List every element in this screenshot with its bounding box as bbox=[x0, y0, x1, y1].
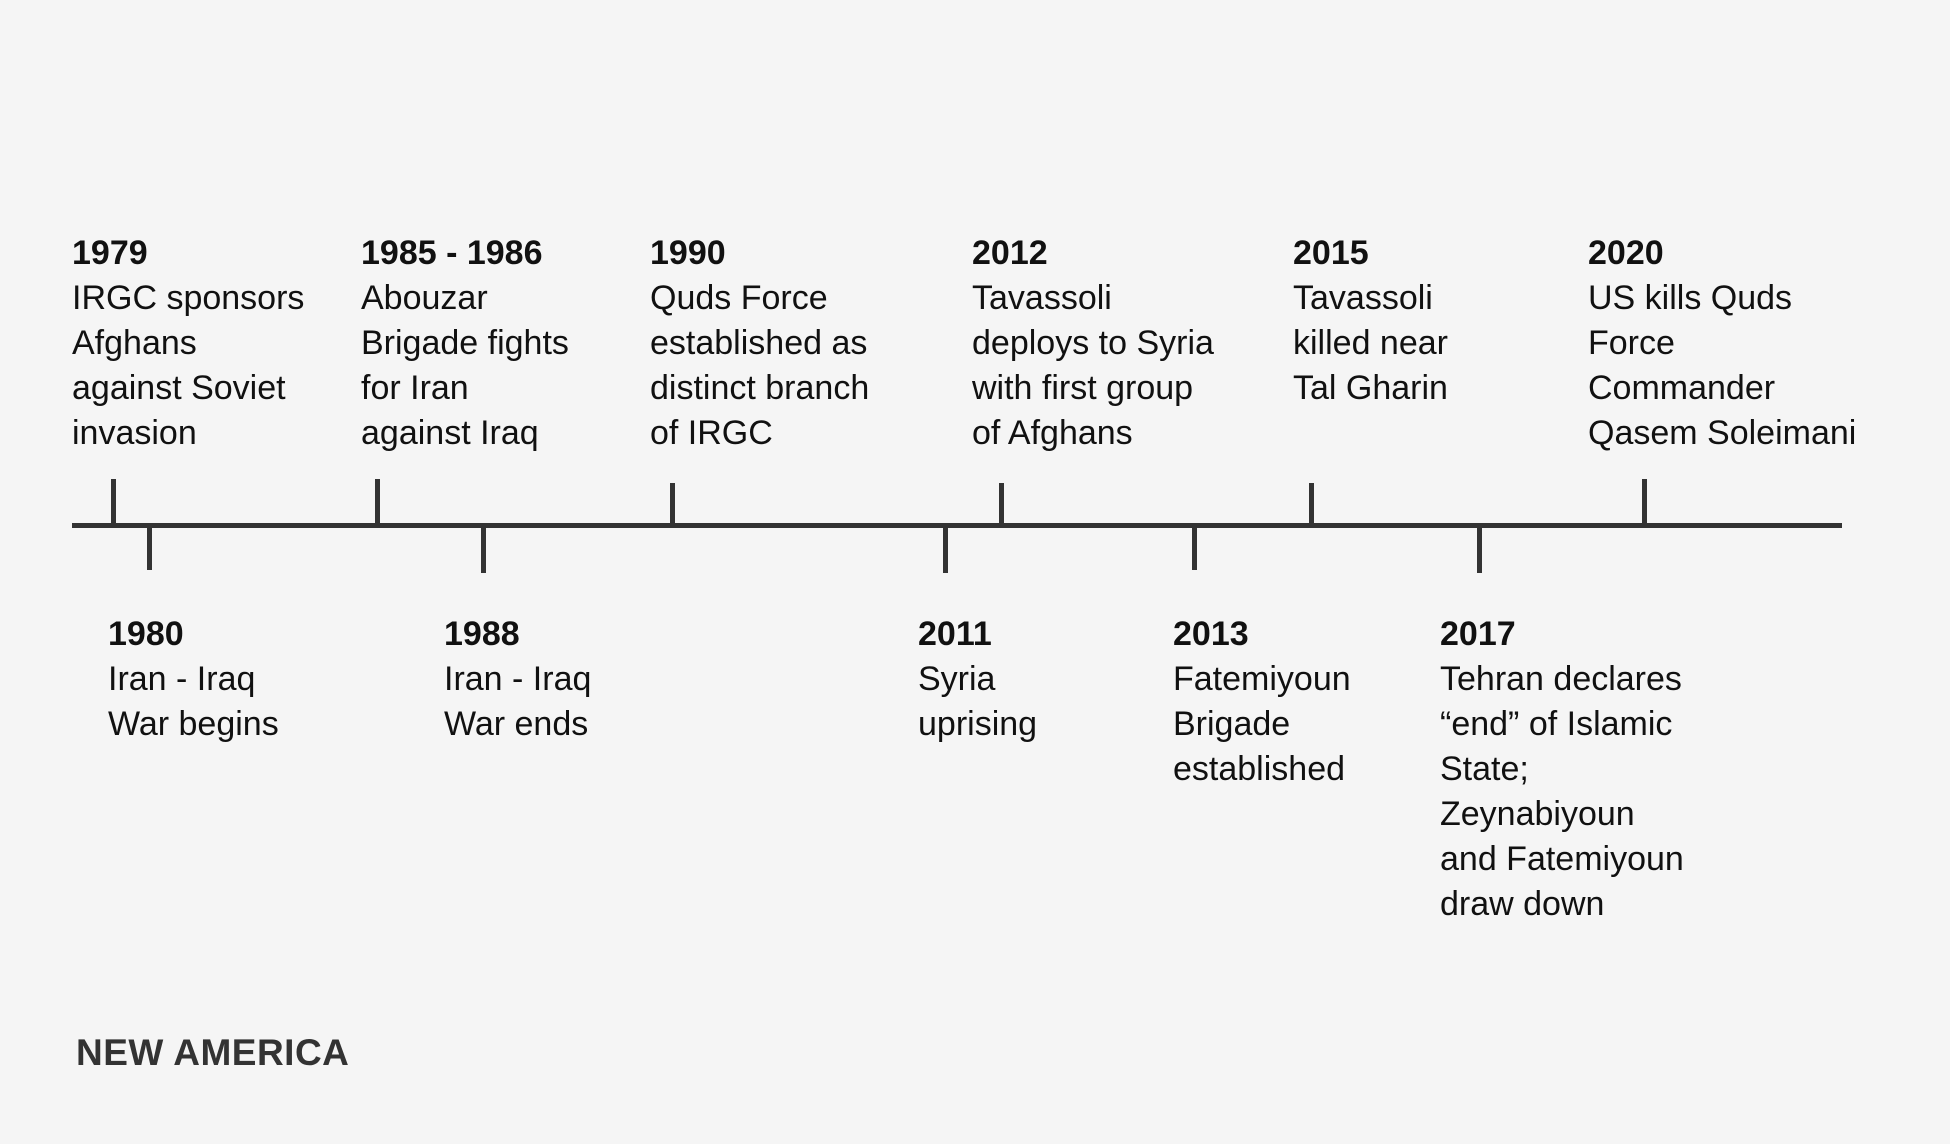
event-year: 1979 bbox=[72, 234, 148, 272]
event-1980: 1980 Iran - Iraq War begins bbox=[108, 612, 279, 747]
event-year: 2012 bbox=[972, 234, 1048, 272]
tick-1985 bbox=[375, 479, 380, 525]
event-1979: 1979 IRGC sponsors Afghans against Sovie… bbox=[72, 231, 304, 456]
tick-2012 bbox=[999, 483, 1004, 525]
event-year: 1988 bbox=[444, 615, 520, 653]
event-2013: 2013 Fatemiyoun Brigade established bbox=[1173, 612, 1351, 792]
event-year: 2011 bbox=[918, 615, 992, 653]
event-2020: 2020 US kills Quds Force Commander Qasem… bbox=[1588, 231, 1856, 456]
tick-2013 bbox=[1192, 526, 1197, 570]
tick-1988 bbox=[481, 526, 486, 573]
tick-1979 bbox=[111, 479, 116, 525]
event-text: Tehran declares “end” of Islamic State; … bbox=[1440, 660, 1684, 923]
tick-2017 bbox=[1477, 526, 1482, 573]
event-year: 2020 bbox=[1588, 234, 1664, 272]
event-text: US kills Quds Force Commander Qasem Sole… bbox=[1588, 279, 1857, 452]
event-year: 1985 - 1986 bbox=[361, 234, 543, 272]
event-text: Abouzar Brigade fights for Iran against … bbox=[361, 279, 569, 452]
event-text: Quds Force established as distinct branc… bbox=[650, 279, 870, 452]
event-1990: 1990 Quds Force established as distinct … bbox=[650, 231, 869, 456]
event-year: 1990 bbox=[650, 234, 726, 272]
event-2017: 2017 Tehran declares “end” of Islamic St… bbox=[1440, 612, 1684, 927]
event-text: Fatemiyoun Brigade established bbox=[1173, 660, 1351, 788]
event-text: Iran - Iraq War begins bbox=[108, 660, 279, 743]
event-text: Tavassoli killed near Tal Gharin bbox=[1293, 279, 1448, 407]
tick-1990 bbox=[670, 483, 675, 525]
tick-2011 bbox=[943, 526, 948, 573]
event-1988: 1988 Iran - Iraq War ends bbox=[444, 612, 591, 747]
event-year: 2015 bbox=[1293, 234, 1369, 272]
event-text: Iran - Iraq War ends bbox=[444, 660, 592, 743]
tick-2015 bbox=[1309, 483, 1314, 525]
event-1985-1986: 1985 - 1986 Abouzar Brigade fights for I… bbox=[361, 231, 569, 456]
timeline-axis bbox=[72, 523, 1842, 528]
event-year: 2017 bbox=[1440, 615, 1516, 653]
event-2012: 2012 Tavassoli deploys to Syria with fir… bbox=[972, 231, 1214, 456]
event-2011: 2011 Syria uprising bbox=[918, 612, 1037, 747]
tick-2020 bbox=[1642, 479, 1647, 525]
event-year: 1980 bbox=[108, 615, 184, 653]
event-2015: 2015 Tavassoli killed near Tal Gharin bbox=[1293, 231, 1448, 411]
event-text: IRGC sponsors Afghans against Soviet inv… bbox=[72, 279, 305, 452]
event-text: Tavassoli deploys to Syria with first gr… bbox=[972, 279, 1214, 452]
event-year: 2013 bbox=[1173, 615, 1249, 653]
event-text: Syria uprising bbox=[918, 660, 1038, 743]
tick-1980 bbox=[147, 526, 152, 570]
new-america-logo: NEW AMERICA bbox=[76, 1032, 350, 1073]
